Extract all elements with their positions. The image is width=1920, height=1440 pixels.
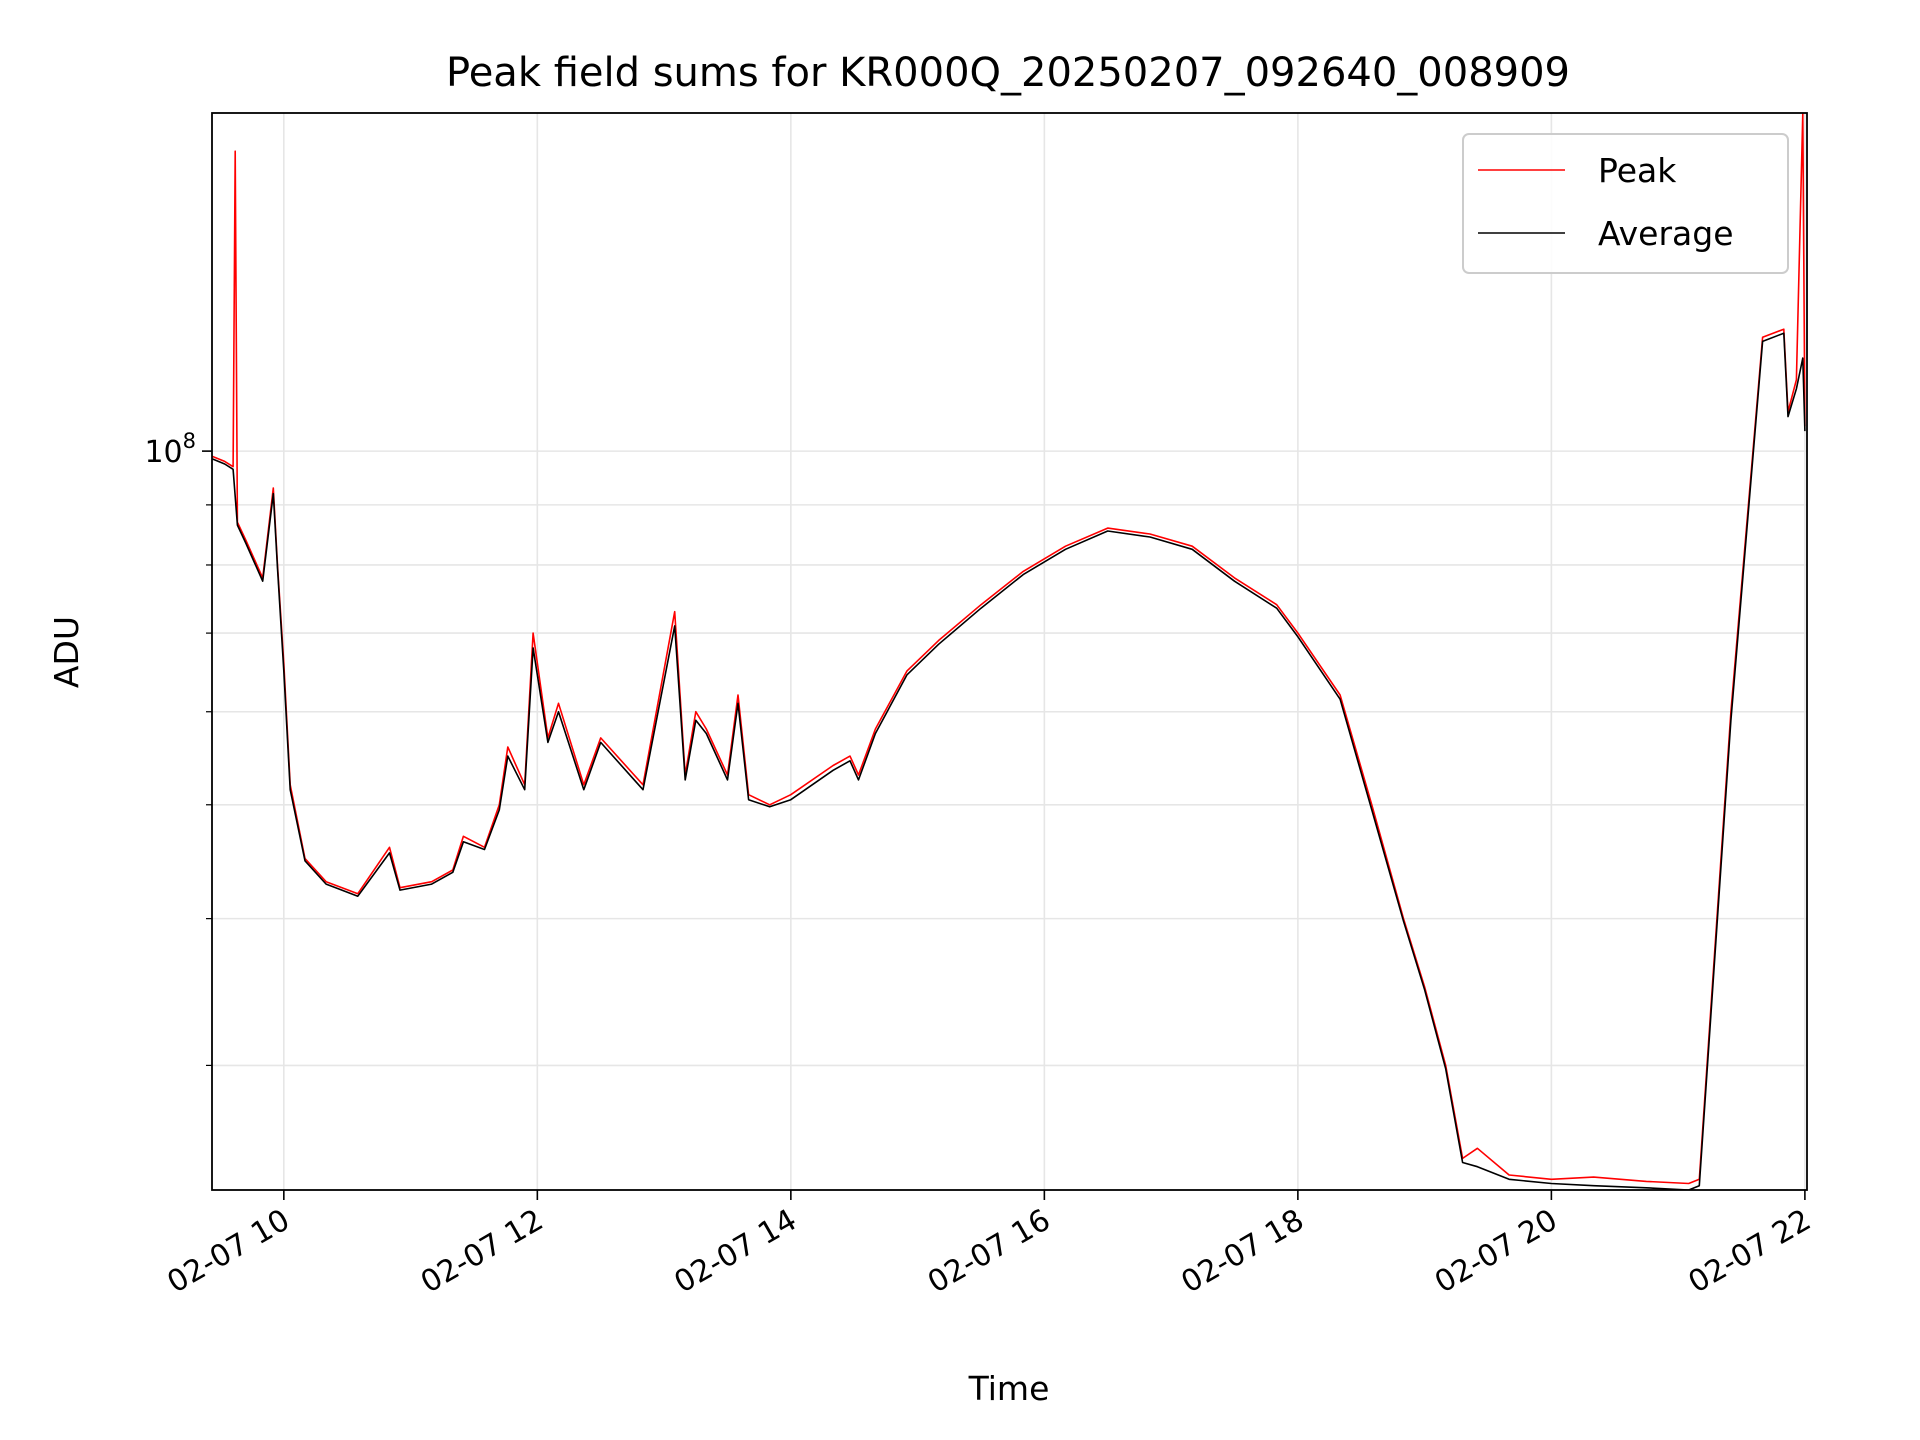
grid <box>212 113 1807 1190</box>
legend-label-peak: Peak <box>1598 151 1677 190</box>
plot-frame <box>211 112 1808 1191</box>
chart-title: Peak field sums for KR000Q_20250207_0926… <box>446 50 1570 96</box>
y-tick-label-0: 108 <box>144 429 196 470</box>
series-layer <box>212 113 1806 1190</box>
x-axis-label: Time <box>968 1369 1050 1408</box>
legend: Peak Average <box>1462 133 1789 274</box>
y-axis-ticks: 108 <box>144 429 212 1067</box>
series-line-average <box>212 332 1806 1190</box>
y-axis-label: ADU <box>47 616 86 688</box>
series-line-peak <box>212 113 1806 1185</box>
legend-box <box>1462 133 1789 274</box>
legend-label-average: Average <box>1598 214 1734 253</box>
